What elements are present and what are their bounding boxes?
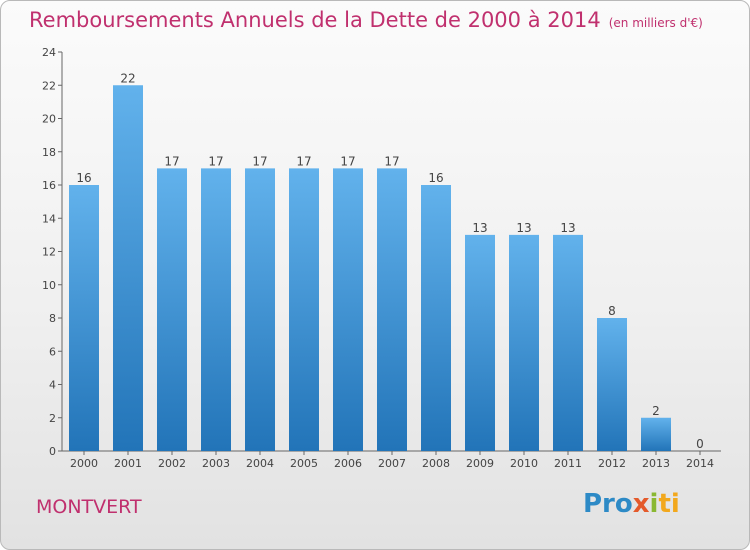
bar <box>641 417 671 451</box>
x-tick-label: 2004 <box>246 457 274 470</box>
x-tick-label: 2014 <box>686 457 714 470</box>
y-tick-label: 10 <box>42 279 56 292</box>
x-tick-label: 2005 <box>290 457 318 470</box>
data-label: 17 <box>164 154 179 168</box>
chart-title-text: Remboursements Annuels de la Dette de 20… <box>29 8 601 32</box>
data-label: 17 <box>340 154 355 168</box>
town-name: MONTVERT <box>36 496 142 518</box>
data-label: 16 <box>76 171 91 185</box>
y-tick-label: 16 <box>42 179 56 192</box>
x-tick-label: 2011 <box>554 457 582 470</box>
bar <box>509 234 539 451</box>
x-tick-label: 2002 <box>158 457 186 470</box>
bar <box>157 168 187 451</box>
x-tick-label: 2000 <box>70 457 98 470</box>
x-tick-label: 2009 <box>466 457 494 470</box>
chart-subtitle: (en milliers d'€) <box>608 16 703 30</box>
x-tick-label: 2007 <box>378 457 406 470</box>
y-tick-label: 18 <box>42 146 56 159</box>
x-tick-label: 2003 <box>202 457 230 470</box>
proxiti-logo: Proxiti <box>583 489 680 519</box>
bar <box>377 168 407 451</box>
data-label: 17 <box>384 154 399 168</box>
y-tick-label: 24 <box>42 46 56 59</box>
chart-title: Remboursements Annuels de la Dette de 20… <box>29 8 703 32</box>
logo-part-3: i <box>649 489 659 519</box>
bar <box>289 168 319 451</box>
x-tick-label: 2008 <box>422 457 450 470</box>
bar <box>465 234 495 451</box>
x-tick-label: 2001 <box>114 457 142 470</box>
bar <box>421 185 451 451</box>
data-label: 8 <box>608 304 616 318</box>
logo-part-4: ti <box>658 489 680 519</box>
bar <box>201 168 231 451</box>
x-tick-label: 2006 <box>334 457 362 470</box>
bar <box>333 168 363 451</box>
y-tick-label: 4 <box>49 379 56 392</box>
x-tick-label: 2010 <box>510 457 538 470</box>
y-tick-label: 6 <box>49 345 56 358</box>
bar <box>553 234 583 451</box>
data-label: 2 <box>652 404 660 418</box>
data-label: 13 <box>560 221 575 235</box>
data-label: 13 <box>472 221 487 235</box>
logo-part-1: Pro <box>583 489 633 519</box>
y-tick-label: 2 <box>49 412 56 425</box>
x-tick-label: 2012 <box>598 457 626 470</box>
data-label: 13 <box>516 221 531 235</box>
data-label: 17 <box>296 154 311 168</box>
y-tick-label: 8 <box>49 312 56 325</box>
data-label: 17 <box>208 154 223 168</box>
y-tick-label: 14 <box>42 212 56 225</box>
bar <box>113 85 143 451</box>
y-tick-label: 20 <box>42 113 56 126</box>
y-tick-label: 22 <box>42 79 56 92</box>
bar <box>245 168 275 451</box>
data-label: 17 <box>252 154 267 168</box>
logo-part-2: x <box>632 489 650 519</box>
data-label: 0 <box>696 437 704 451</box>
bar <box>69 185 99 451</box>
data-label: 22 <box>120 71 135 85</box>
data-label: 16 <box>428 171 443 185</box>
y-tick-label: 0 <box>49 445 56 458</box>
x-tick-label: 2013 <box>642 457 670 470</box>
bar <box>597 318 627 451</box>
y-tick-label: 12 <box>42 246 56 259</box>
